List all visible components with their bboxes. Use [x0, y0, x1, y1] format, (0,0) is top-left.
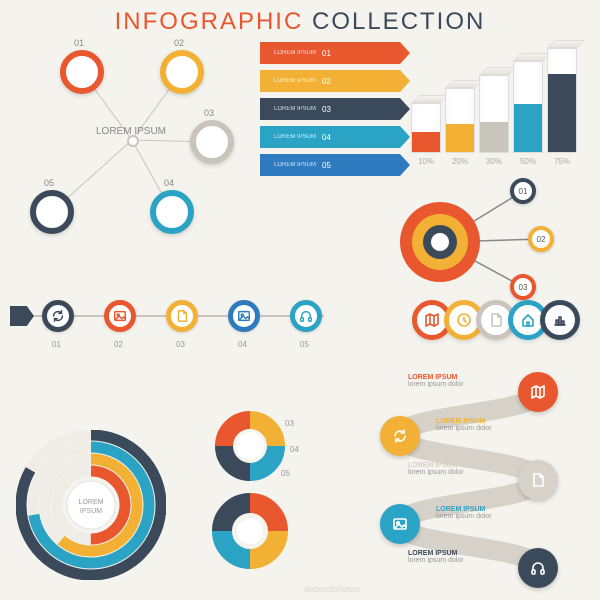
ribbon-label: LOREM IPSUM [274, 78, 316, 84]
timeline-step-number: 01 [52, 340, 61, 349]
icon-badge [540, 300, 580, 340]
icon-badge-row [420, 300, 580, 340]
timeline-step [166, 300, 198, 332]
target-satellite: 01 [510, 178, 536, 204]
bar-pct: 75% [547, 157, 577, 166]
timeline-step [290, 300, 322, 332]
bar-3d: 30% [479, 67, 509, 166]
segmented-donuts: 03 04 05 [195, 406, 325, 576]
svg-text:03: 03 [285, 419, 294, 428]
donuts-svg: 03 04 05 [195, 406, 325, 576]
title-word-2: COLLECTION [312, 8, 485, 35]
bar-pct: 30% [479, 157, 509, 166]
snake-stop [380, 504, 420, 544]
bar-pct: 20% [445, 157, 475, 166]
network-node-label: 05 [44, 178, 54, 188]
arrow-ribbons: LOREM IPSUM01LOREM IPSUM02LOREM IPSUM03L… [260, 42, 400, 182]
concentric-svg: LOREM IPSUM [16, 430, 166, 580]
snake-stop-text: LOREM IPSUMlorem ipsum dolor [436, 418, 536, 432]
network-hub [127, 135, 139, 147]
network-node-label: 04 [164, 178, 174, 188]
ribbon-label: LOREM IPSUM [274, 50, 316, 56]
network-node [190, 120, 234, 164]
svg-text:05: 05 [281, 469, 290, 478]
ribbon-item: LOREM IPSUM 04 [260, 126, 400, 148]
network-node [160, 50, 204, 94]
network-node-label: 02 [174, 38, 184, 48]
ribbon-number: 02 [322, 77, 331, 86]
ribbon-number: 03 [322, 105, 331, 114]
network-node [30, 190, 74, 234]
page-title: INFOGRAPHIC COLLECTION [0, 0, 600, 40]
snake-stop [380, 416, 420, 456]
concentric-rings: LOREM IPSUM [16, 430, 166, 580]
ribbon-label: LOREM IPSUM [274, 162, 316, 168]
timeline-step [104, 300, 136, 332]
timeline-step [228, 300, 260, 332]
network-node [60, 50, 104, 94]
target-diagram: 010203 [400, 182, 560, 302]
watermark: depositphotos [304, 584, 360, 594]
bar-pct: 50% [513, 157, 543, 166]
timeline-step-number: 05 [300, 340, 309, 349]
ribbon-label: LOREM IPSUM [274, 134, 316, 140]
horizontal-timeline: 01 02 03 04 05 [14, 278, 354, 358]
svg-text:04: 04 [290, 445, 299, 454]
ribbon-item: LOREM IPSUM 01 [260, 42, 400, 64]
bar-3d: 20% [445, 80, 475, 166]
title-word-1: INFOGRAPHIC [115, 8, 304, 35]
target-satellite: 02 [528, 226, 554, 252]
target-satellite: 03 [510, 274, 536, 300]
snake-stop-text: LOREM IPSUMlorem ipsum dolor [408, 374, 508, 388]
bar-3d: 10% [411, 95, 441, 166]
bar-chart-3d: 10% 20% 30% 50% 75% [411, 36, 586, 166]
snake-stop-text: LOREM IPSUMlorem ipsum dolor [436, 506, 536, 520]
svg-text:IPSUM: IPSUM [80, 508, 102, 515]
snake-stop [518, 548, 558, 588]
timeline-step [42, 300, 74, 332]
snake-path: LOREM IPSUMlorem ipsum dolor LOREM IPSUMl… [348, 366, 588, 586]
snake-stop [518, 372, 558, 412]
target-center [431, 233, 449, 251]
svg-text:LOREM: LOREM [79, 499, 104, 506]
ribbon-item: LOREM IPSUM 05 [260, 154, 400, 176]
circle-network: LOREM IPSUM 0102030405 [20, 40, 250, 240]
network-node-label: 01 [74, 38, 84, 48]
bar-pct: 10% [411, 157, 441, 166]
ribbon-item: LOREM IPSUM 03 [260, 98, 400, 120]
snake-stop-text: LOREM IPSUMlorem ipsum dolor [408, 550, 508, 564]
snake-stop [518, 460, 558, 500]
bar-3d: 75% [547, 40, 577, 166]
snake-stop-text: LOREM IPSUMlorem ipsum dolor [408, 462, 508, 476]
ribbon-number: 04 [322, 133, 331, 142]
timeline-step-number: 04 [238, 340, 247, 349]
ribbon-number: 05 [322, 161, 331, 170]
timeline-step-number: 03 [176, 340, 185, 349]
network-node-label: 03 [204, 108, 214, 118]
ribbon-label: LOREM IPSUM [274, 106, 316, 112]
network-node [150, 190, 194, 234]
bar-3d: 50% [513, 53, 543, 166]
timeline-step-number: 02 [114, 340, 123, 349]
ribbon-item: LOREM IPSUM 02 [260, 70, 400, 92]
ribbon-number: 01 [322, 49, 331, 58]
